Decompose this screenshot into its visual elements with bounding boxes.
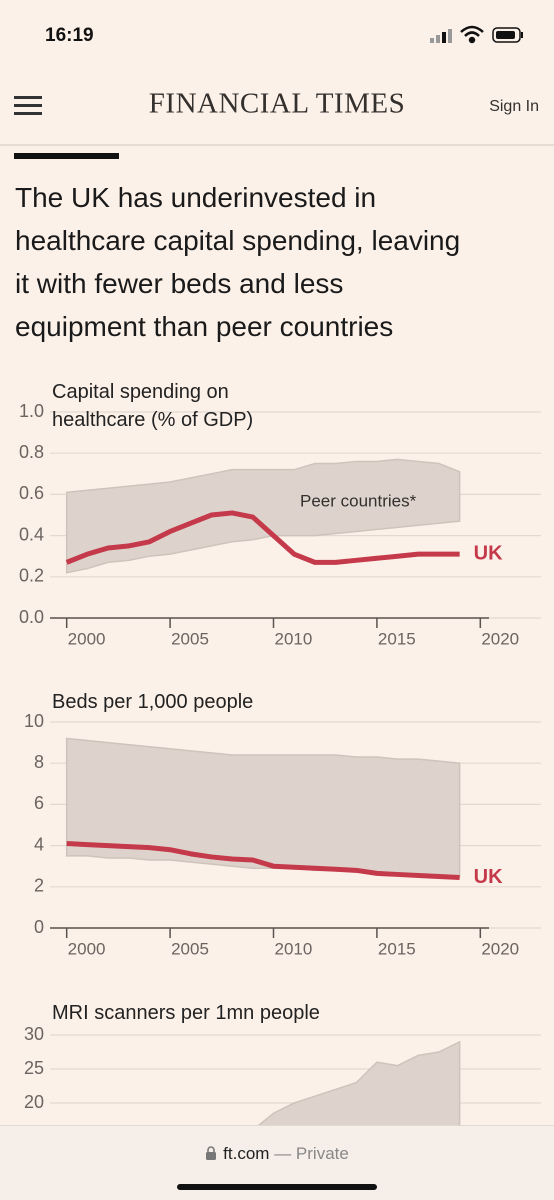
y-tick-label: 30 — [24, 1024, 44, 1044]
y-tick-label: 0.6 — [19, 483, 44, 503]
y-tick-label: 2 — [34, 876, 44, 896]
uk-line — [65, 510, 460, 565]
y-tick-label: 8 — [34, 752, 44, 772]
x-tick-label: 2020 — [481, 939, 519, 958]
x-tick-label: 2020 — [481, 629, 519, 648]
battery-icon — [492, 27, 523, 43]
series-label: UK — [474, 866, 503, 888]
menu-button[interactable] — [14, 96, 42, 115]
y-tick-label: 0 — [34, 917, 44, 937]
headline-line: healthcare capital spending, leaving — [15, 225, 461, 256]
headline-line: equipment than peer countries — [15, 311, 394, 342]
private-label: — Private — [274, 1144, 349, 1163]
masthead: FINANCIAL TIMES — [149, 88, 405, 120]
band-label: Peer countries* — [300, 491, 417, 510]
x-tick-label: 2005 — [171, 629, 209, 648]
x-tick-label: 2010 — [275, 629, 313, 648]
sign-in[interactable]: Sign In — [489, 98, 539, 115]
headline: The UK has underinvested in healthcare c… — [15, 176, 460, 348]
x-tick-label: 2015 — [378, 939, 416, 958]
browser-bar: ft.com — Private — [0, 1125, 554, 1200]
x-tick-label: 2005 — [171, 939, 209, 958]
topper-bar — [14, 153, 119, 159]
y-tick-label: 25 — [24, 1058, 44, 1078]
address[interactable]: ft.com — Private — [0, 1144, 554, 1164]
y-tick-label: 0.0 — [19, 607, 44, 627]
uk-line — [66, 841, 460, 881]
y-tick-label: 10 — [24, 711, 44, 731]
x-tick-label: 2010 — [275, 939, 313, 958]
y-tick-label: 1.0 — [19, 401, 44, 421]
status-time: 16:19 — [45, 25, 94, 46]
y-tick-label: 20 — [24, 1092, 44, 1112]
y-tick-label: 0.8 — [19, 442, 44, 462]
chart-title: MRI scanners per 1mn people — [52, 1002, 320, 1024]
peer-band — [65, 458, 461, 574]
chart-title: Capital spending on healthcare (% of GDP… — [52, 381, 254, 431]
x-tick-label: 2015 — [378, 629, 416, 648]
y-tick-label: 4 — [34, 834, 44, 854]
x-tick-label: 2000 — [68, 629, 106, 648]
series-label: UK — [474, 542, 503, 564]
headline-line: The UK has underinvested in — [15, 182, 377, 213]
peer-band — [65, 737, 461, 878]
chart-title: Beds per 1,000 people — [52, 691, 254, 713]
headline-line: it with fewer beds and less — [15, 268, 344, 299]
signal-icon — [430, 29, 452, 43]
y-tick-label: 6 — [34, 793, 44, 813]
y-tick-label: 0.2 — [19, 566, 44, 586]
header-bg — [0, 60, 554, 145]
wifi-icon — [460, 25, 484, 44]
y-tick-label: 0.4 — [19, 524, 44, 544]
x-tick-label: 2000 — [68, 939, 106, 958]
url: ft.com — [223, 1144, 270, 1163]
home-indicator — [177, 1184, 377, 1190]
lock-icon — [206, 1146, 217, 1160]
